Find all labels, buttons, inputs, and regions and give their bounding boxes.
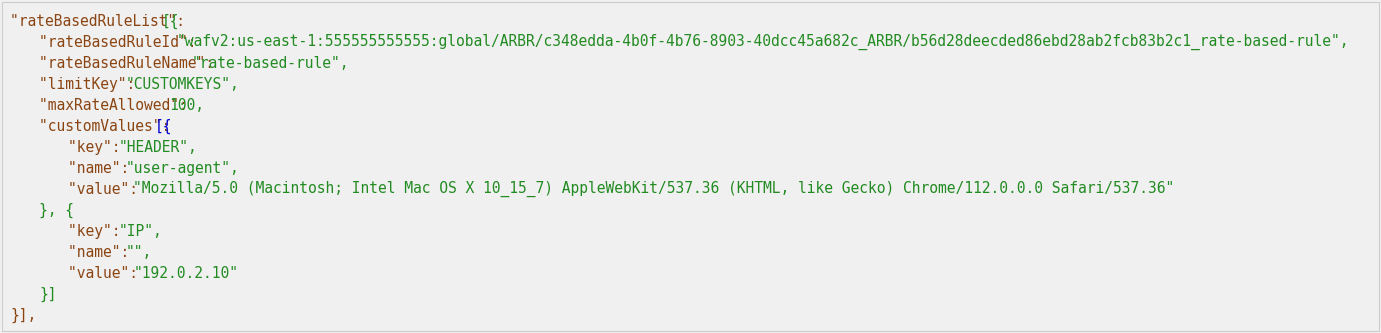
Text: "rateBasedRuleList":: "rateBasedRuleList": [10,14,193,29]
Text: "rateBasedRuleName":: "rateBasedRuleName": [39,56,222,71]
Text: "limitKey":: "limitKey": [39,77,144,92]
Text: [{: [{ [155,119,173,134]
Text: 100,: 100, [170,98,204,113]
Text: "Mozilla/5.0 (Macintosh; Intel Mac OS X 10_15_7) AppleWebKit/537.36 (KHTML, like: "Mozilla/5.0 (Macintosh; Intel Mac OS X … [133,181,1174,197]
Text: "wafv2:us-east-1:555555555555:global/ARBR/c348edda-4b0f-4b76-8903-40dcc45a682c_A: "wafv2:us-east-1:555555555555:global/ARB… [177,34,1349,50]
Text: "name":: "name": [68,161,138,176]
Text: "",: "", [126,245,152,260]
Text: "192.0.2.10": "192.0.2.10" [133,266,239,281]
Text: "customValues":: "customValues": [39,119,180,134]
Text: [{: [{ [162,14,180,29]
Text: }, {: }, { [39,203,75,218]
Text: "value":: "value": [68,182,146,197]
Text: "maxRateAllowed":: "maxRateAllowed": [39,98,196,113]
Text: "key":: "key": [68,140,130,155]
Text: }]: }] [39,287,57,302]
Text: "IP",: "IP", [119,224,163,239]
Text: "user-agent",: "user-agent", [126,161,240,176]
Text: "value":: "value": [68,266,146,281]
Text: "key":: "key": [68,224,130,239]
Text: "HEADER",: "HEADER", [119,140,197,155]
Text: "rateBasedRuleId":: "rateBasedRuleId": [39,35,206,50]
Text: "name":: "name": [68,245,138,260]
Text: "CUSTOMKEYS",: "CUSTOMKEYS", [126,77,240,92]
Text: }],: }], [10,308,36,323]
Text: "rate-based-rule",: "rate-based-rule", [191,56,349,71]
